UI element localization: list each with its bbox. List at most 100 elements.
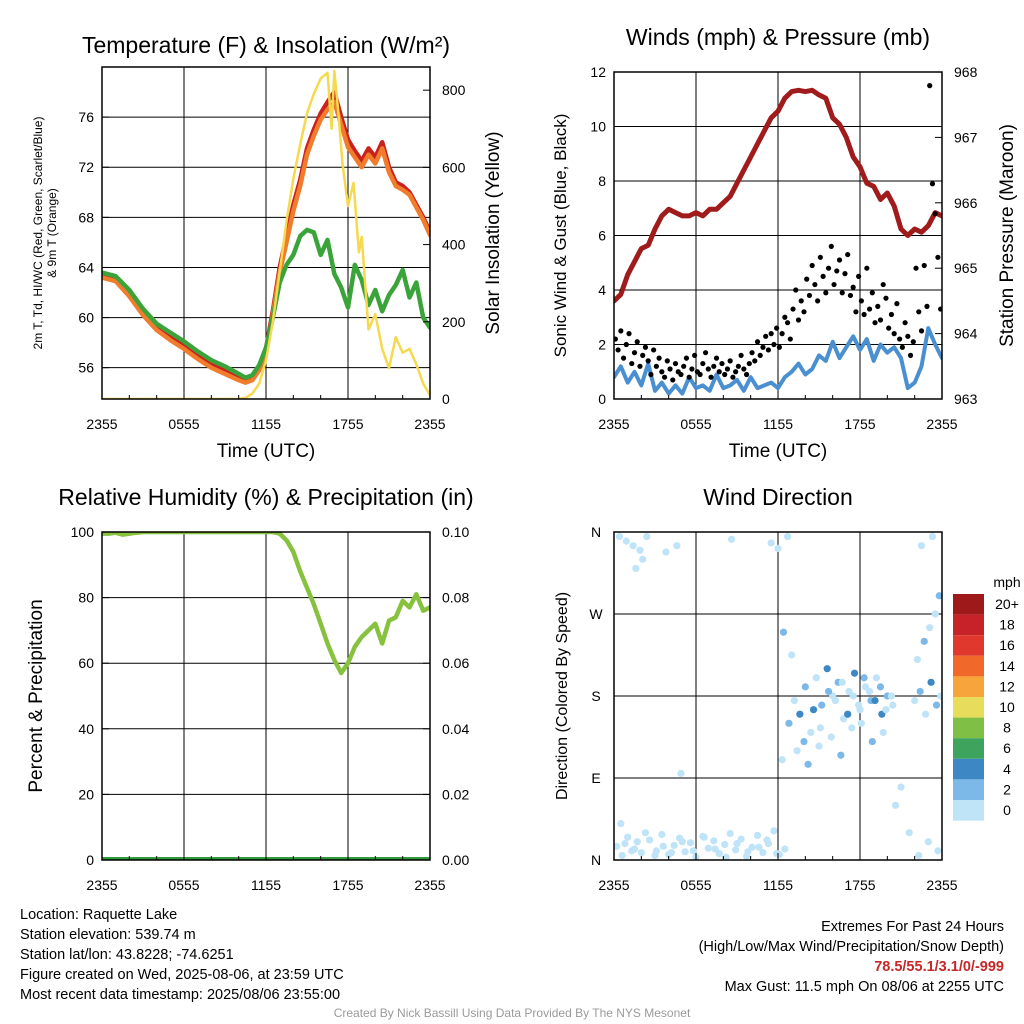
direction-point [784, 533, 791, 540]
gust-point [826, 266, 831, 271]
legend-swatch [953, 718, 984, 739]
y-tick-label: 60 [78, 310, 94, 326]
y-axis-left: 0 2 4 6 8 10 12 Sonic Wind & Gust (Blue, Black) [551, 64, 621, 407]
direction-point [855, 702, 862, 709]
direction-point [824, 665, 831, 672]
gust-point [714, 356, 719, 361]
extremes-heading: Extremes For Past 24 Hours [699, 917, 1004, 937]
gust-point [889, 312, 894, 317]
y-tick-label: E [591, 770, 600, 786]
legend-swatch [953, 697, 984, 718]
direction-point [888, 692, 895, 699]
direction-point [636, 547, 643, 554]
x-tick-label: 2355 [926, 877, 957, 893]
gust-point [755, 339, 760, 344]
gust-point [924, 304, 929, 309]
x-tick-label: 1155 [763, 416, 793, 432]
direction-point [818, 702, 825, 709]
gust-point [758, 353, 763, 358]
legend-swatch [953, 615, 984, 636]
direction-point [921, 638, 928, 645]
extremes-values: 78.5/55.1/3.1/0/-999 [699, 957, 1004, 977]
direction-point [642, 829, 649, 836]
gust-point [769, 331, 774, 336]
direction-point [785, 720, 792, 727]
y2-tick-label: 963 [954, 391, 978, 407]
x-tick-label: 2355 [598, 416, 629, 432]
chart-title: Temperature (F) & Insolation (W/m²) [82, 32, 450, 58]
y2-tick-label: 800 [442, 82, 466, 98]
gust-point [673, 361, 678, 366]
x-axis: 2355 0555 1155 1755 2355 Time (UTC) [86, 392, 445, 462]
gust-point [667, 366, 672, 371]
direction-point [728, 536, 735, 543]
gust-point [774, 326, 779, 331]
direction-point [871, 697, 878, 704]
direction-point [926, 624, 933, 631]
direction-point [851, 670, 858, 677]
gust-point [725, 366, 730, 371]
direction-point [679, 838, 686, 845]
direction-point [733, 840, 740, 847]
y-tick-label: 0 [86, 852, 94, 868]
direction-point [671, 842, 678, 849]
gust-point [935, 255, 940, 260]
y-tick-label: 76 [78, 109, 94, 125]
x-tick-label: 0555 [168, 877, 199, 893]
max-gust: Max Gust: 11.5 mph On 08/06 at 2255 UTC [699, 977, 1004, 997]
direction-point [866, 688, 873, 695]
gust-point [687, 375, 692, 380]
gust-point [678, 372, 683, 377]
x-tick-label: 2355 [414, 416, 445, 432]
direction-point [828, 733, 835, 740]
direction-point [662, 548, 669, 555]
x-axis: 2355 0555 1155 1755 2355 Time (UTC) [598, 392, 957, 462]
direction-point [781, 845, 788, 852]
y-tick-label: 6 [598, 228, 606, 244]
direction-point [744, 848, 751, 855]
direction-point [810, 706, 817, 713]
y-tick-label: 56 [78, 360, 94, 376]
gust-point [870, 290, 875, 295]
direction-point [791, 697, 798, 704]
gust-point [831, 282, 836, 287]
direction-point [651, 852, 658, 859]
grid [102, 532, 430, 860]
gust-point [730, 375, 735, 380]
y-tick-label: 4 [598, 282, 606, 298]
station-info: Location: Raquette Lake Station elevatio… [20, 905, 344, 1005]
y2-axis-label: Station Pressure (Maroon) [997, 124, 1018, 347]
y-tick-label: 20 [78, 786, 94, 802]
gust-point [771, 342, 776, 347]
direction-point [917, 688, 924, 695]
y-axis-left: 020406080100Percent & Precipitation [26, 524, 109, 868]
y2-tick-label: 0.08 [442, 590, 469, 606]
gust-point [856, 274, 861, 279]
direction-point [710, 837, 717, 844]
gust-point [654, 364, 659, 369]
x-tick-label: 1155 [251, 877, 281, 893]
extremes-info: Extremes For Past 24 Hours (High/Low/Max… [699, 917, 1004, 997]
gust-point [922, 263, 927, 268]
legend-swatch [953, 635, 984, 656]
direction-point [788, 651, 795, 658]
direction-point [825, 688, 832, 695]
gust-point [637, 364, 642, 369]
y-axis-label-line2: & 9m T (Orange) [45, 188, 59, 278]
y-tick-label: 64 [78, 259, 94, 275]
gust-point [810, 263, 815, 268]
direction-point [794, 747, 801, 754]
panel-winds: Winds (mph) & Pressure (mb)2355 0555 1155 1… [551, 24, 1018, 462]
legend-swatch [953, 759, 984, 780]
gust-point [883, 296, 888, 301]
direction-point [779, 756, 786, 763]
gust-point [842, 271, 847, 276]
y2-tick-label: 0 [442, 391, 450, 407]
y-tick-label: 8 [598, 173, 606, 189]
y2-tick-label: 0.02 [442, 786, 469, 802]
legend-label: 2 [1003, 781, 1011, 797]
gust-point [905, 334, 910, 339]
legend-swatch [953, 594, 984, 615]
gust-point [728, 358, 733, 363]
panel-wdir: Wind Direction2355 0555 1155 1755 2355NESWND… [554, 484, 1021, 893]
